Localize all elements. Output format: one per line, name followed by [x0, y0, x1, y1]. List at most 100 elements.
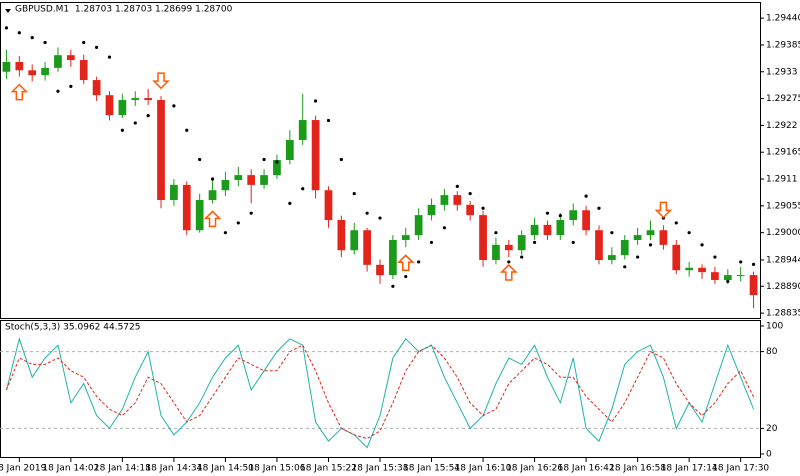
menu-triangle[interactable]	[5, 9, 11, 13]
sar-dot	[326, 118, 331, 123]
y-tick-label: 1.29000	[766, 228, 800, 238]
sar-dot	[69, 84, 73, 88]
sar-dot	[442, 226, 447, 230]
sar-dot	[4, 26, 9, 30]
sar-dot	[751, 262, 756, 266]
sar-dot	[262, 157, 266, 162]
y-tick-label: 1.2933	[766, 67, 798, 77]
sar-dot	[520, 255, 524, 259]
candle-body	[504, 244, 513, 251]
sar-dot	[30, 36, 34, 40]
sar-dot	[713, 255, 717, 259]
sar-dot	[288, 201, 292, 206]
x-tick-label: 18 Jan 15:06	[248, 464, 305, 474]
sar-dot	[339, 157, 343, 162]
sar-dot	[172, 104, 176, 108]
signal-arrow	[396, 254, 415, 272]
candle-body	[595, 230, 603, 260]
sar-dot	[198, 157, 202, 162]
y-tick-label: 20	[766, 424, 778, 434]
candle-body	[260, 175, 268, 185]
candle-body	[711, 272, 719, 280]
candle-body	[79, 60, 88, 81]
candle-body	[633, 235, 642, 240]
sar-dot	[56, 89, 60, 93]
candle-body	[324, 190, 333, 220]
y-tick-label: 1.28944	[766, 255, 800, 265]
sar-dot	[584, 194, 588, 198]
candle-body	[672, 244, 681, 271]
sar-dot	[623, 265, 627, 269]
sar-dot	[313, 99, 318, 103]
x-tick-label: 18 Jan 16:26	[506, 464, 563, 474]
sar-dot	[455, 184, 459, 188]
candle-body	[723, 275, 732, 280]
y-tick-label: 1.29055	[766, 201, 800, 211]
signal-arrow	[654, 201, 673, 219]
sar-dot	[275, 160, 279, 164]
sar-dot	[210, 177, 215, 181]
candle-body	[389, 239, 397, 276]
sar-dot	[185, 128, 189, 132]
sar-dot	[726, 279, 730, 284]
sar-dot	[481, 206, 485, 210]
sar-dot	[352, 192, 356, 196]
sar-dot	[417, 260, 421, 264]
sar-dot	[700, 243, 704, 247]
candle-body	[659, 230, 668, 245]
candle-body	[749, 275, 758, 296]
y-tick-label: 1.29440	[766, 14, 800, 24]
candle-body	[646, 230, 655, 236]
sar-dot	[597, 206, 601, 210]
stoch-line	[5, 344, 755, 440]
candle-body	[620, 239, 629, 256]
signal-arrow	[500, 263, 518, 281]
x-tick-label: 18 Jan 2019	[0, 464, 47, 474]
candle-body	[685, 267, 694, 271]
candle-body	[285, 140, 294, 161]
candle-body	[311, 120, 320, 191]
candle-body	[517, 235, 526, 251]
candle-body	[492, 244, 500, 260]
sar-dot	[687, 231, 691, 235]
candle-body	[118, 100, 127, 116]
candle-body	[247, 175, 256, 185]
x-tick-label: 18 Jan 15:22	[300, 464, 357, 474]
sar-dot	[610, 231, 614, 235]
candle-body	[144, 98, 152, 101]
sar-dot	[636, 255, 640, 259]
sar-dot	[378, 216, 382, 220]
sar-dot	[404, 274, 408, 279]
sar-dot	[120, 128, 124, 132]
indicator-title: Stoch(5,3,3) 35.0962 44.5725	[5, 323, 140, 333]
candle-body	[427, 204, 436, 216]
candle-body	[170, 184, 178, 200]
sar-dot	[674, 221, 678, 225]
stoch-panel	[0, 320, 761, 458]
sar-dot	[532, 240, 537, 245]
sar-dot	[223, 231, 228, 235]
x-tick-label: 18 Jan 16:10	[455, 464, 512, 474]
candle-body	[2, 62, 11, 72]
x-tick-label: 18 Jan 17:14	[661, 464, 718, 474]
candle-body	[273, 160, 281, 176]
candle-body	[92, 80, 101, 96]
candle-body	[131, 98, 140, 101]
x-tick-label: 18 Jan 16:42	[558, 464, 615, 474]
candle-body	[401, 235, 410, 240]
candle-body	[15, 62, 24, 71]
sar-dot	[494, 231, 498, 235]
sar-dot	[17, 31, 21, 35]
y-tick-label: 1.28890	[766, 282, 800, 292]
sar-dot	[507, 260, 511, 264]
chart-title: GBPUSD.M1 1.28703 1.28703 1.28699 1.2870…	[15, 5, 233, 15]
sar-dot	[95, 45, 99, 49]
candle-body	[698, 267, 706, 273]
candle-body	[54, 55, 62, 68]
sar-dot	[739, 260, 743, 264]
x-tick-label: 18 Jan 17:30	[712, 464, 769, 474]
y-tick-label: 1.2911	[766, 175, 798, 185]
sar-dot	[43, 40, 47, 45]
candle-body	[414, 215, 423, 236]
